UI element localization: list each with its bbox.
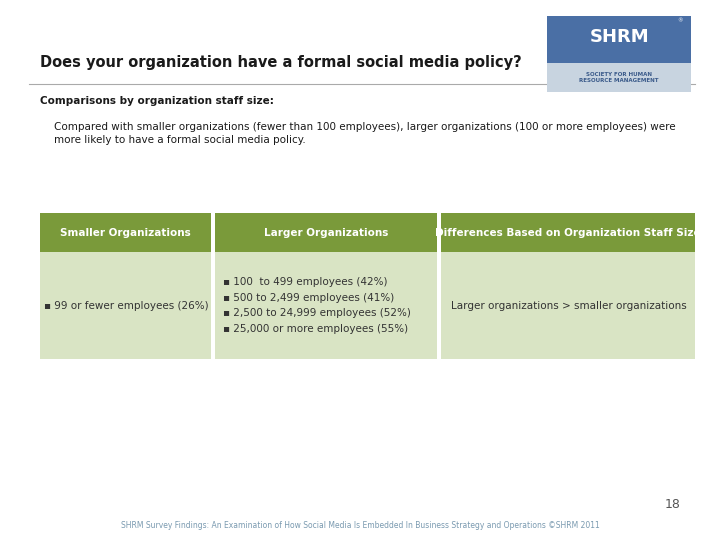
Text: SHRM Survey Findings: An Examination of How Social Media Is Embedded In Business: SHRM Survey Findings: An Examination of … (121, 521, 599, 530)
Text: Compared with smaller organizations (fewer than 100 employees), larger organizat: Compared with smaller organizations (few… (54, 122, 675, 145)
Text: SOCIETY FOR HUMAN
RESOURCE MANAGEMENT: SOCIETY FOR HUMAN RESOURCE MANAGEMENT (580, 72, 659, 83)
Text: Does your organization have a formal social media policy?: Does your organization have a formal soc… (40, 55, 521, 70)
Text: ▪ 99 or fewer employees (26%): ▪ 99 or fewer employees (26%) (44, 301, 209, 310)
Text: Differences Based on Organization Staff Size: Differences Based on Organization Staff … (436, 228, 701, 238)
Text: ®: ® (677, 18, 683, 23)
Bar (441, 252, 695, 359)
Text: Comparisons by organization staff size:: Comparisons by organization staff size: (40, 96, 274, 106)
Text: ▪ 100  to 499 employees (42%)
▪ 500 to 2,499 employees (41%)
▪ 2,500 to 24,999 e: ▪ 100 to 499 employees (42%) ▪ 500 to 2,… (222, 277, 410, 334)
Text: Smaller Organizations: Smaller Organizations (60, 228, 191, 238)
Text: Larger organizations > smaller organizations: Larger organizations > smaller organizat… (451, 301, 687, 310)
Bar (215, 213, 437, 252)
Bar (40, 213, 211, 252)
Bar (547, 63, 691, 92)
Bar (40, 252, 211, 359)
Text: 18: 18 (665, 498, 680, 511)
Text: Larger Organizations: Larger Organizations (264, 228, 388, 238)
Bar (215, 252, 437, 359)
Bar (441, 213, 695, 252)
Text: SHRM: SHRM (590, 28, 649, 46)
Bar (547, 16, 691, 63)
